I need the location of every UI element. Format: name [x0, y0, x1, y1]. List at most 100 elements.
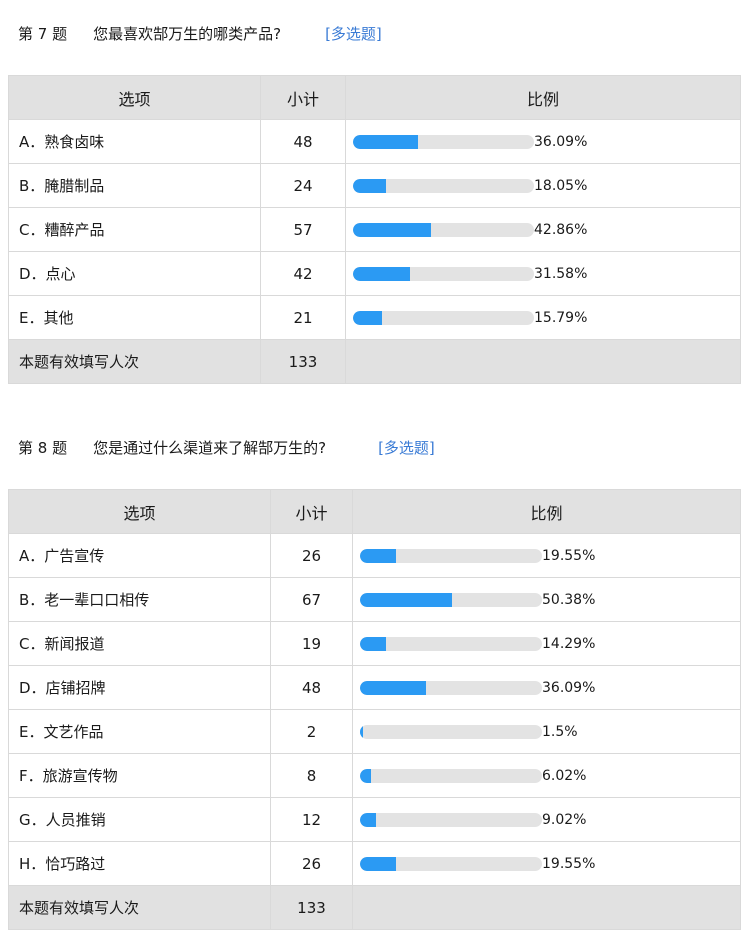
option-ratio: 15.79% [345, 295, 741, 340]
ratio-bar-track [360, 856, 542, 871]
ratio-percent: 50.38% [542, 591, 596, 608]
option-count: 24 [260, 163, 346, 208]
question-7-title: 第 7 题 您最喜欢郜万生的哪类产品? [多选题] [18, 22, 382, 46]
option-count: 8 [270, 753, 353, 798]
ratio-bar-fill [360, 768, 371, 783]
option-count: 67 [270, 577, 353, 622]
question-type-label[interactable]: [多选题] [378, 439, 435, 457]
ratio-bar-group: 14.29% [360, 636, 740, 652]
ratio-bar-fill [353, 266, 410, 281]
question-type-label[interactable]: [多选题] [325, 25, 382, 43]
option-label: B．老一辈口口相传 [8, 577, 271, 622]
ratio-bar-fill [360, 680, 426, 695]
ratio-bar-track [360, 812, 542, 827]
ratio-bar-group: 50.38% [360, 592, 740, 608]
option-ratio: 36.09% [345, 119, 741, 164]
total-ratio-empty [352, 885, 741, 930]
total-row: 本题有效填写人次 133 [8, 885, 741, 930]
table-row: B．腌腊制品 24 18.05% [8, 163, 741, 208]
ratio-bar-group: 1.5% [360, 724, 740, 740]
option-ratio: 18.05% [345, 163, 741, 208]
option-ratio: 36.09% [352, 665, 741, 710]
table-header-row: 选项 小计 比例 [8, 75, 741, 120]
table-row: A．广告宣传 26 19.55% [8, 533, 741, 578]
option-ratio: 50.38% [352, 577, 741, 622]
table-row: H．恰巧路过 26 19.55% [8, 841, 741, 886]
option-label: A．熟食卤味 [8, 119, 261, 164]
ratio-bar-track [353, 310, 534, 325]
option-label: D．店铺招牌 [8, 665, 271, 710]
question-8-title: 第 8 题 您是通过什么渠道来了解郜万生的? [多选题] [18, 436, 435, 460]
ratio-bar-fill [360, 592, 452, 607]
table-row: G．人员推销 12 9.02% [8, 797, 741, 842]
table-row: B．老一辈口口相传 67 50.38% [8, 577, 741, 622]
question-8-results-table: 选项 小计 比例 A．广告宣传 26 19.55% B．老一辈口口相传 67 50.38%… [8, 489, 741, 930]
ratio-bar-fill [353, 310, 382, 325]
ratio-bar-track [353, 134, 534, 149]
option-count: 19 [270, 621, 353, 666]
column-header-ratio: 比例 [352, 489, 741, 534]
ratio-percent: 15.79% [534, 309, 588, 326]
ratio-bar-group: 42.86% [353, 222, 740, 238]
column-header-option: 选项 [8, 75, 261, 120]
question-number: 第 8 题 [18, 439, 68, 457]
question-7-results-table: 选项 小计 比例 A．熟食卤味 48 36.09% B．腌腊制品 24 18.05% C．糟… [8, 75, 741, 384]
ratio-percent: 6.02% [542, 767, 587, 784]
ratio-percent: 36.09% [534, 133, 588, 150]
option-ratio: 31.58% [345, 251, 741, 296]
option-count: 2 [270, 709, 353, 754]
column-header-count: 小计 [260, 75, 346, 120]
option-label: H．恰巧路过 [8, 841, 271, 886]
ratio-bar-group: 19.55% [360, 548, 740, 564]
table-row: D．店铺招牌 48 36.09% [8, 665, 741, 710]
total-count: 133 [270, 885, 353, 930]
ratio-bar-group: 6.02% [360, 768, 740, 784]
ratio-bar-fill [360, 856, 396, 871]
table-row: F．旅游宣传物 8 6.02% [8, 753, 741, 798]
option-ratio: 6.02% [352, 753, 741, 798]
ratio-bar-group: 15.79% [353, 310, 740, 326]
ratio-bar-group: 18.05% [353, 178, 740, 194]
option-ratio: 19.55% [352, 841, 741, 886]
ratio-percent: 19.55% [542, 855, 596, 872]
ratio-percent: 9.02% [542, 811, 587, 828]
option-count: 42 [260, 251, 346, 296]
ratio-bar-track [360, 724, 542, 739]
table-row: C．糟醉产品 57 42.86% [8, 207, 741, 252]
table-row: D．点心 42 31.58% [8, 251, 741, 296]
column-header-count: 小计 [270, 489, 353, 534]
ratio-bar-track [360, 680, 542, 695]
option-label: C．糟醉产品 [8, 207, 261, 252]
option-label: E．其他 [8, 295, 261, 340]
question-text: 您最喜欢郜万生的哪类产品? [93, 25, 282, 43]
option-count: 12 [270, 797, 353, 842]
total-label: 本题有效填写人次 [8, 339, 261, 384]
table-row: A．熟食卤味 48 36.09% [8, 119, 741, 164]
ratio-percent: 1.5% [542, 723, 578, 740]
ratio-bar-fill [360, 724, 363, 739]
ratio-bar-fill [360, 812, 376, 827]
table-row: C．新闻报道 19 14.29% [8, 621, 741, 666]
option-count: 26 [270, 533, 353, 578]
ratio-bar-fill [360, 636, 386, 651]
ratio-bar-fill [353, 178, 386, 193]
ratio-bar-group: 19.55% [360, 856, 740, 872]
total-label: 本题有效填写人次 [8, 885, 271, 930]
option-count: 48 [260, 119, 346, 164]
option-count: 48 [270, 665, 353, 710]
ratio-bar-group: 31.58% [353, 266, 740, 282]
ratio-bar-track [360, 548, 542, 563]
total-ratio-empty [345, 339, 741, 384]
option-count: 21 [260, 295, 346, 340]
option-label: D．点心 [8, 251, 261, 296]
table-row: E．其他 21 15.79% [8, 295, 741, 340]
option-count: 57 [260, 207, 346, 252]
ratio-bar-track [353, 222, 534, 237]
ratio-bar-group: 36.09% [360, 680, 740, 696]
option-ratio: 19.55% [352, 533, 741, 578]
ratio-percent: 36.09% [542, 679, 596, 696]
ratio-percent: 42.86% [534, 221, 588, 238]
option-ratio: 42.86% [345, 207, 741, 252]
ratio-bar-track [360, 768, 542, 783]
option-count: 26 [270, 841, 353, 886]
